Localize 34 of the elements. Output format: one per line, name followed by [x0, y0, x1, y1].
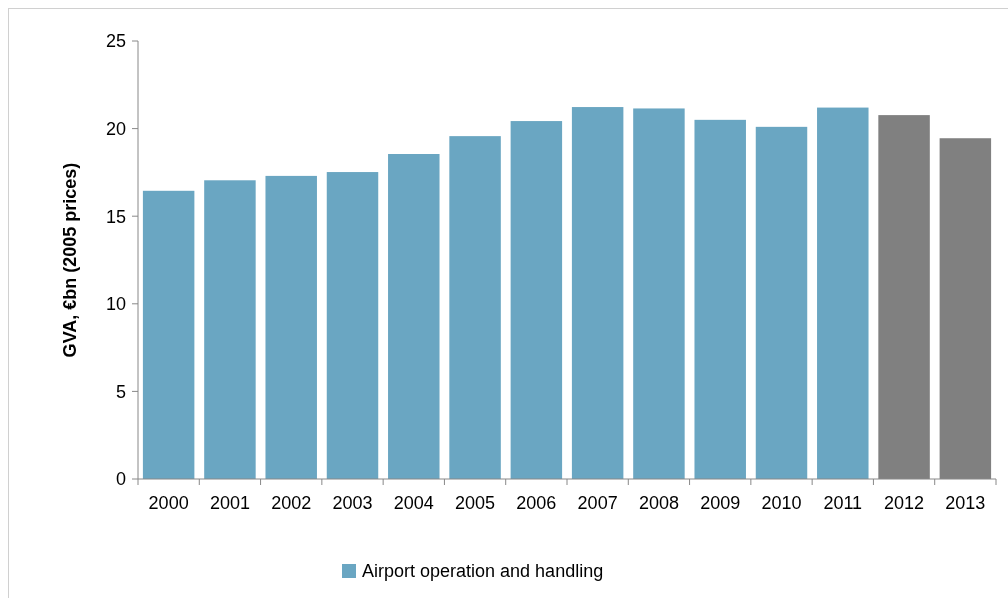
x-tick-label: 2008	[638, 493, 679, 513]
bar	[449, 136, 501, 479]
x-tick-label: 2010	[761, 493, 802, 513]
bar	[694, 119, 746, 479]
x-tick-label: 2007	[577, 493, 618, 513]
bar	[633, 108, 685, 479]
x-tick-label: 2013	[945, 493, 986, 513]
bar	[388, 154, 440, 479]
bar	[510, 121, 563, 479]
y-tick-label: 10	[105, 294, 126, 315]
y-tick-label: 5	[115, 381, 126, 402]
x-tick-label: 2009	[700, 493, 741, 513]
y-tick-label: 20	[105, 118, 126, 139]
y-tick-label: 15	[105, 206, 126, 227]
x-tick-label: 2001	[209, 493, 250, 513]
bar	[265, 175, 317, 479]
bar	[326, 172, 379, 479]
bar	[817, 107, 869, 479]
y-tick-label: 25	[105, 31, 126, 52]
bar	[142, 190, 195, 479]
x-tick-label: 2002	[271, 493, 312, 513]
x-tick-label: 2012	[884, 493, 925, 513]
legend-label: Airport operation and handling	[362, 561, 604, 582]
bar	[204, 180, 256, 479]
x-tick-label: 2011	[823, 493, 863, 513]
y-axis-title: GVA, €bn (2005 prices)	[60, 162, 80, 358]
x-tick-label: 2003	[332, 493, 373, 513]
x-tick-label: 2004	[393, 493, 434, 513]
x-tick-label: 2005	[455, 493, 496, 513]
y-tick-label: 0	[115, 469, 126, 490]
x-tick-label: 2006	[516, 493, 557, 513]
bar	[755, 126, 808, 479]
bar	[571, 107, 624, 479]
x-tick-label: 2000	[148, 493, 189, 513]
